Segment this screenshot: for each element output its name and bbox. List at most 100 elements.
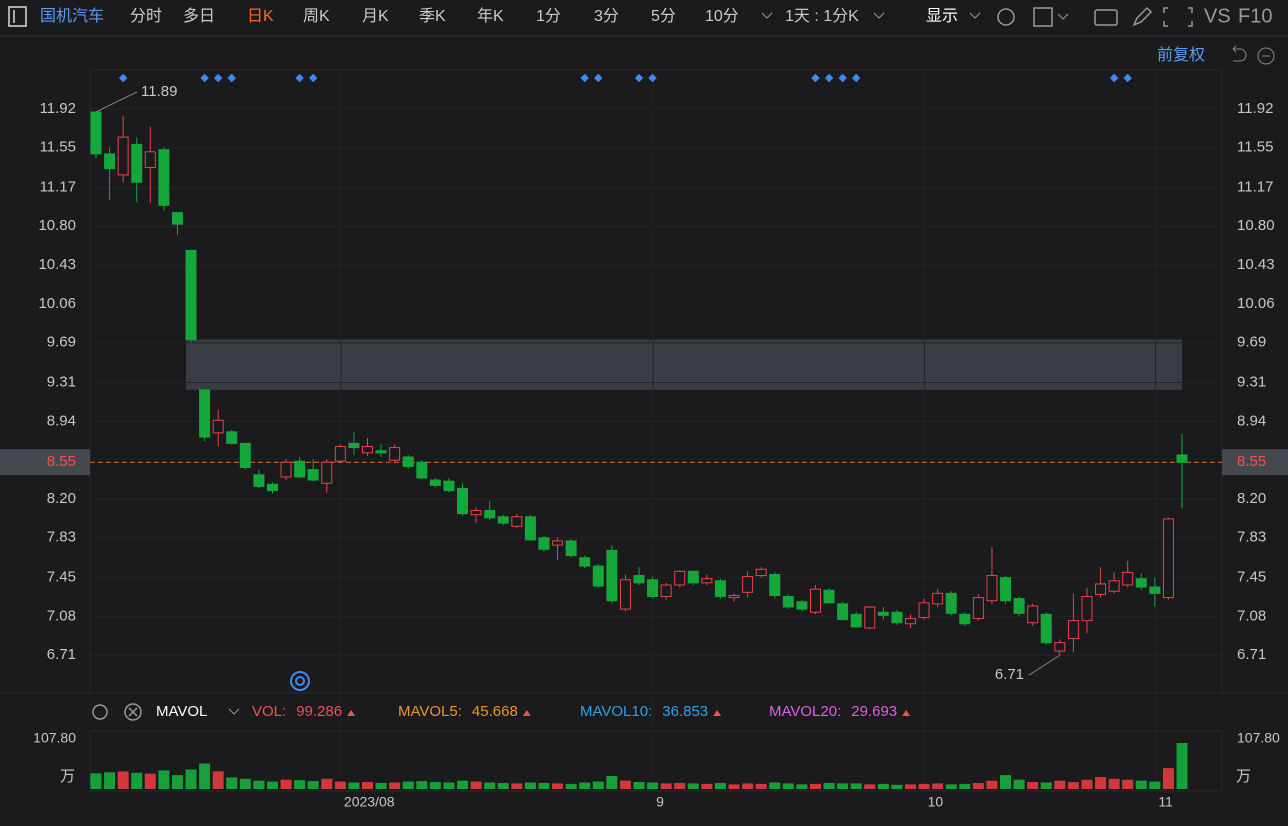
menu-icon[interactable]: [8, 6, 27, 27]
event-marker[interactable]: [118, 73, 128, 83]
y-tick-label: 10.80: [1237, 217, 1275, 234]
volume-bar: [1176, 742, 1188, 789]
volume-bar: [932, 783, 944, 789]
settings-icon[interactable]: [997, 8, 1015, 26]
adjust-mode[interactable]: 前复权: [1157, 46, 1205, 64]
candle-body: [687, 570, 699, 584]
volume-bar: [497, 782, 509, 789]
candle-body: [660, 584, 672, 598]
event-icon[interactable]: [290, 671, 310, 691]
volume-bar: [1108, 778, 1120, 789]
y-tick-label: 11.17: [1237, 178, 1273, 195]
candle-body: [823, 589, 835, 604]
candle-body: [199, 389, 211, 438]
candle-body: [918, 602, 930, 618]
checkbox-icon[interactable]: [1033, 7, 1053, 27]
reset-icon[interactable]: [1232, 45, 1247, 62]
indicator-value: 29.693: [851, 703, 897, 720]
x-tick-label: 9: [656, 794, 664, 810]
interval[interactable]: 1天 : 1分K: [785, 7, 859, 25]
y-tick-label: 10.06: [1237, 295, 1275, 312]
candle-body: [389, 447, 401, 461]
candle-body: [402, 456, 414, 467]
event-marker[interactable]: [227, 73, 236, 83]
fullscreen-icon[interactable]: [1163, 7, 1193, 27]
candle-body: [171, 212, 183, 225]
y-tick-label: 7.45: [47, 569, 76, 586]
candle-body: [714, 580, 726, 598]
volume-bar: [647, 782, 659, 789]
chevron[interactable]: [969, 12, 981, 19]
volume-bar: [905, 784, 916, 789]
pen-icon[interactable]: [1132, 6, 1153, 27]
indicator-label: MAVOL5:: [398, 703, 462, 720]
event-marker[interactable]: [308, 73, 318, 83]
period-tab[interactable]: 3分: [594, 7, 619, 25]
volume-bar: [538, 782, 550, 789]
period-tab[interactable]: 月K: [362, 8, 389, 25]
period-tab[interactable]: 1分: [536, 7, 561, 25]
volume-bar: [334, 781, 346, 789]
event-marker[interactable]: [213, 73, 223, 83]
volume-bar: [1095, 776, 1107, 789]
candle-body: [742, 576, 754, 593]
tab[interactable]: VS: [1204, 5, 1231, 27]
period-tab[interactable]: 周K: [303, 8, 330, 25]
volume-bar: [131, 772, 143, 789]
volume-bar: [864, 784, 876, 789]
event-marker[interactable]: [200, 73, 209, 83]
stock-name[interactable]: 国机汽车: [40, 7, 104, 25]
chevron[interactable]: [761, 12, 773, 19]
volume-bar: [1054, 780, 1066, 789]
candle-body: [1095, 583, 1107, 595]
camera-icon[interactable]: [1094, 9, 1118, 26]
candle-body: [837, 603, 849, 621]
event-marker[interactable]: [295, 73, 304, 83]
volume-bar: [321, 778, 333, 789]
volume-bar: [362, 782, 373, 789]
candle-body: [1000, 577, 1012, 602]
candle-body: [1108, 580, 1120, 592]
candle-body: [497, 516, 509, 524]
volume-bar: [728, 784, 740, 789]
period-tab[interactable]: 5分: [651, 7, 676, 25]
chevron[interactable]: [228, 708, 240, 715]
zoom-out-icon[interactable]: [1257, 47, 1275, 65]
candle-body: [972, 597, 984, 620]
display-menu[interactable]: 显示: [926, 8, 958, 25]
settings-icon[interactable]: [92, 704, 108, 720]
candle-body: [239, 442, 251, 469]
annotation-leader: [95, 91, 138, 113]
candle-body: [185, 249, 197, 341]
candle-body: [104, 153, 116, 170]
period-tab[interactable]: 分时: [130, 7, 162, 25]
period-tab[interactable]: 季K: [419, 7, 446, 25]
chevron[interactable]: [873, 12, 885, 19]
y-tick-label: 10.43: [1237, 256, 1275, 273]
period-tab[interactable]: 日K: [247, 8, 274, 25]
volume-bar: [266, 781, 278, 789]
period-tab[interactable]: 10分: [705, 7, 739, 25]
candle-body: [701, 578, 713, 584]
volume-bar: [1013, 779, 1025, 789]
y-tick-label: 11.92: [40, 100, 76, 117]
candle-body: [1040, 613, 1052, 644]
candle-body: [1027, 605, 1039, 624]
volume-bar: [877, 783, 889, 789]
volume-bar: [565, 783, 577, 789]
volume-bar: [972, 782, 984, 789]
annotation-label: 11.89: [141, 83, 177, 100]
volume-bar: [1122, 779, 1134, 789]
close-icon[interactable]: [124, 703, 142, 721]
candle-body: [375, 450, 387, 454]
volume-bar: [457, 780, 469, 789]
indicator-name[interactable]: MAVOL: [156, 703, 207, 720]
tab[interactable]: F10: [1238, 5, 1272, 27]
period-tab[interactable]: 多日: [183, 7, 215, 25]
candle-body: [1081, 596, 1093, 622]
chevron[interactable]: [1057, 13, 1069, 20]
volume-bar: [1135, 780, 1147, 789]
candle-body: [348, 442, 360, 449]
period-tab[interactable]: 年K: [477, 7, 504, 25]
